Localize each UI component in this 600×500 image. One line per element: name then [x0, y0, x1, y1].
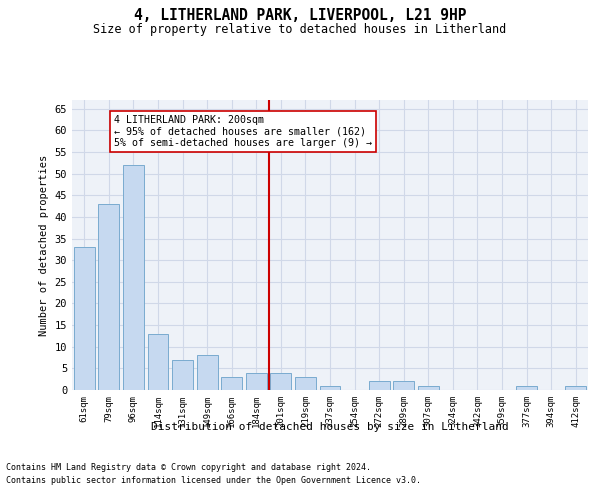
Text: Size of property relative to detached houses in Litherland: Size of property relative to detached ho…	[94, 22, 506, 36]
Bar	[516, 386, 537, 390]
Text: Contains public sector information licensed under the Open Government Licence v3: Contains public sector information licen…	[6, 476, 421, 485]
Bar	[197, 356, 218, 390]
Bar	[565, 386, 586, 390]
Text: 4 LITHERLAND PARK: 200sqm
← 95% of detached houses are smaller (162)
5% of semi-: 4 LITHERLAND PARK: 200sqm ← 95% of detac…	[114, 115, 372, 148]
Bar	[98, 204, 119, 390]
Bar	[368, 382, 389, 390]
Bar	[271, 372, 292, 390]
Bar	[393, 382, 414, 390]
Bar	[221, 377, 242, 390]
Bar	[148, 334, 169, 390]
Bar	[418, 386, 439, 390]
Text: Distribution of detached houses by size in Litherland: Distribution of detached houses by size …	[151, 422, 509, 432]
Bar	[123, 165, 144, 390]
Y-axis label: Number of detached properties: Number of detached properties	[39, 154, 49, 336]
Bar	[172, 360, 193, 390]
Text: 4, LITHERLAND PARK, LIVERPOOL, L21 9HP: 4, LITHERLAND PARK, LIVERPOOL, L21 9HP	[134, 8, 466, 22]
Bar	[74, 247, 95, 390]
Text: Contains HM Land Registry data © Crown copyright and database right 2024.: Contains HM Land Registry data © Crown c…	[6, 464, 371, 472]
Bar	[246, 372, 267, 390]
Bar	[320, 386, 340, 390]
Bar	[295, 377, 316, 390]
